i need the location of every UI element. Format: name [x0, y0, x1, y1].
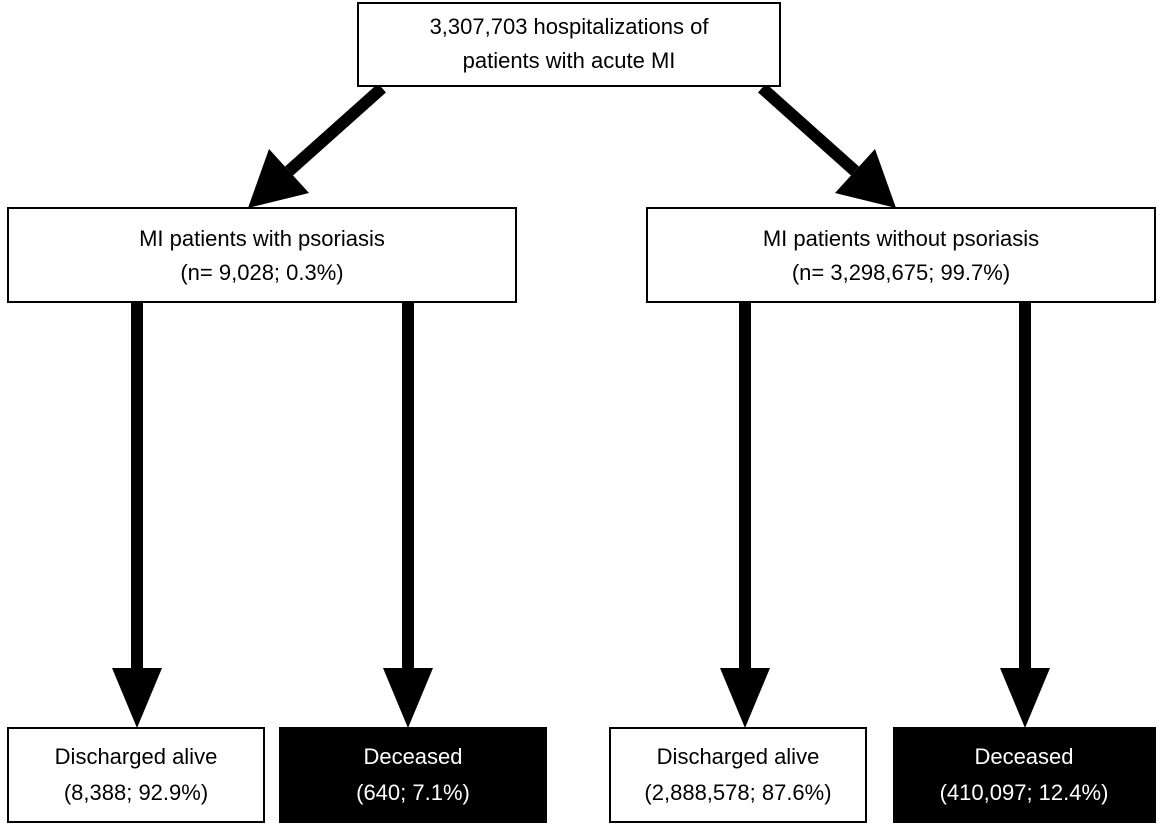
arrow-shaft — [758, 83, 859, 176]
node-text: (n= 9,028; 0.3%) — [180, 260, 343, 285]
node-text: patients with acute MI — [463, 48, 676, 73]
arrow-head — [835, 149, 896, 208]
arrows — [112, 83, 1050, 728]
node-text: (8,388; 92.9%) — [64, 780, 208, 805]
node-box — [7, 727, 265, 823]
node-text: Discharged alive — [55, 744, 218, 769]
node-text: (640; 7.1%) — [356, 780, 470, 805]
node-box — [357, 2, 781, 87]
node-text: (410,097; 12.4%) — [940, 780, 1109, 805]
node-box — [893, 727, 1156, 823]
node-box — [609, 727, 867, 823]
node-text: 3,307,703 hospitalizations of — [430, 14, 710, 39]
node-text: MI patients without psoriasis — [763, 226, 1039, 251]
node-text: Deceased — [363, 744, 462, 769]
arrow-head — [112, 668, 162, 728]
node-text: MI patients with psoriasis — [139, 226, 385, 251]
node-box — [7, 207, 517, 303]
arrow-head — [1000, 668, 1050, 728]
node-text: Deceased — [974, 744, 1073, 769]
node-box — [279, 727, 547, 823]
node-text: Discharged alive — [657, 744, 820, 769]
node-box — [646, 207, 1156, 303]
arrow-head — [248, 149, 309, 208]
arrow-head — [720, 668, 770, 728]
node-text: (n= 3,298,675; 99.7%) — [792, 260, 1010, 285]
arrow-head — [383, 668, 433, 728]
arrow-shaft — [285, 83, 386, 176]
node-text: (2,888,578; 87.6%) — [644, 780, 831, 805]
